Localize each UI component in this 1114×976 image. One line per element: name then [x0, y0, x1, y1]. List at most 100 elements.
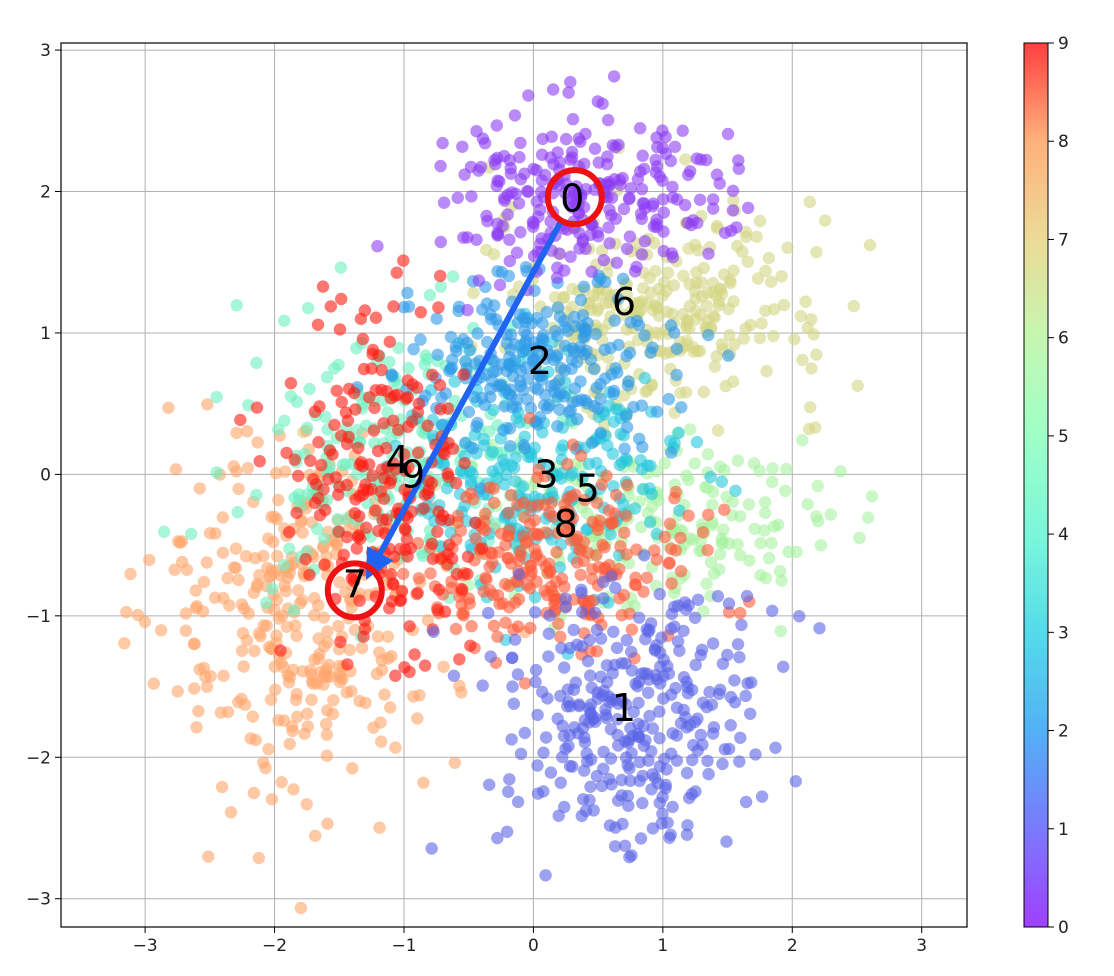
scatter-point [389, 669, 402, 682]
scatter-point [615, 773, 628, 787]
plot-frame [60, 42, 968, 928]
colorbar-frame [1023, 42, 1049, 928]
scatter-point [391, 388, 404, 402]
scatter-point [622, 799, 635, 812]
scatter-point [411, 712, 424, 725]
scatter-point [626, 729, 640, 742]
scatter-point [214, 706, 228, 719]
scatter-point [422, 483, 435, 497]
scatter-point [734, 731, 747, 744]
scatter-point [559, 601, 572, 614]
scatter-point [865, 490, 879, 503]
scatter-point [590, 496, 604, 510]
scatter-point [179, 624, 192, 637]
scatter-point [531, 759, 544, 772]
scatter-point [320, 728, 334, 741]
scatter-point [651, 140, 664, 154]
scatter-point [609, 581, 622, 595]
scatter-point [308, 653, 321, 666]
scatter-point [581, 654, 595, 668]
scatter-point [603, 696, 616, 709]
scatter-point [681, 819, 694, 832]
scatter-point [707, 202, 720, 215]
scatter-point [124, 567, 137, 581]
scatter-point [578, 713, 592, 727]
scatter-point [510, 393, 523, 407]
scatter-point [658, 530, 672, 544]
scatter-point [303, 568, 316, 582]
scatter-point [645, 783, 658, 796]
scatter-point [607, 415, 621, 428]
scatter-point [514, 545, 527, 558]
scatter-point [616, 171, 629, 185]
scatter-point [601, 113, 615, 127]
scatter-point [617, 202, 631, 216]
scatter-point [663, 517, 677, 530]
scatter-point [670, 368, 683, 382]
scatter-point [518, 511, 531, 524]
scatter-point [573, 699, 586, 713]
scatter-point [710, 168, 724, 181]
scatter-point [446, 442, 460, 455]
scatter-point [383, 335, 396, 348]
scatter-point [528, 514, 541, 527]
scatter-point [622, 192, 636, 206]
scatter-point [642, 673, 656, 686]
scatter-point [567, 623, 580, 637]
scatter-point [663, 556, 676, 569]
scatter-point [566, 438, 580, 451]
scatter-point [327, 694, 340, 707]
scatter-point [441, 402, 455, 415]
scatter-point [311, 318, 325, 331]
scatter-point [470, 233, 483, 246]
scatter-point [246, 710, 259, 723]
scatter-point [366, 469, 379, 482]
scatter-point [780, 462, 793, 476]
scatter-point [365, 362, 378, 375]
scatter-point [290, 395, 303, 408]
scatter-point [397, 301, 411, 314]
scatter-point [600, 659, 614, 672]
scatter-point [532, 210, 545, 223]
scatter-point [739, 322, 752, 335]
scatter-point [502, 506, 515, 520]
scatter-point [266, 582, 279, 595]
scatter-point [507, 697, 520, 710]
scatter-point [574, 544, 588, 557]
scatter-point [726, 204, 740, 217]
scatter-point [301, 301, 315, 315]
scatter-point [628, 297, 641, 310]
scatter-point [371, 444, 385, 458]
scatter-point [518, 337, 532, 350]
scatter-point [269, 683, 282, 696]
scatter-point [686, 753, 699, 767]
scatter-point [490, 179, 503, 193]
scatter-point [234, 413, 247, 427]
scatter-point [345, 572, 359, 585]
scatter-point [501, 552, 514, 565]
scatter-point [611, 713, 624, 726]
scatter-point [777, 660, 790, 673]
scatter-point [279, 585, 292, 598]
scatter-point [230, 299, 243, 312]
scatter-point [512, 197, 526, 210]
scatter-point [810, 348, 823, 361]
scatter-point [480, 297, 494, 310]
scatter-point [308, 609, 321, 622]
scatter-point [281, 571, 294, 584]
scatter-point [503, 233, 516, 246]
scatter-point [437, 196, 451, 209]
scatter-point [744, 707, 757, 720]
scatter-point [656, 193, 670, 206]
scatter-point [432, 301, 445, 314]
scatter-point [577, 554, 591, 568]
scatter-point [326, 707, 340, 721]
scatter-point [283, 542, 296, 555]
scatter-point [328, 362, 341, 375]
scatter-point [722, 606, 736, 619]
scatter-point [469, 532, 482, 545]
scatter-point [371, 240, 384, 253]
scatter-point [509, 451, 522, 464]
scatter-point [624, 182, 638, 195]
scatter-point [566, 760, 579, 773]
